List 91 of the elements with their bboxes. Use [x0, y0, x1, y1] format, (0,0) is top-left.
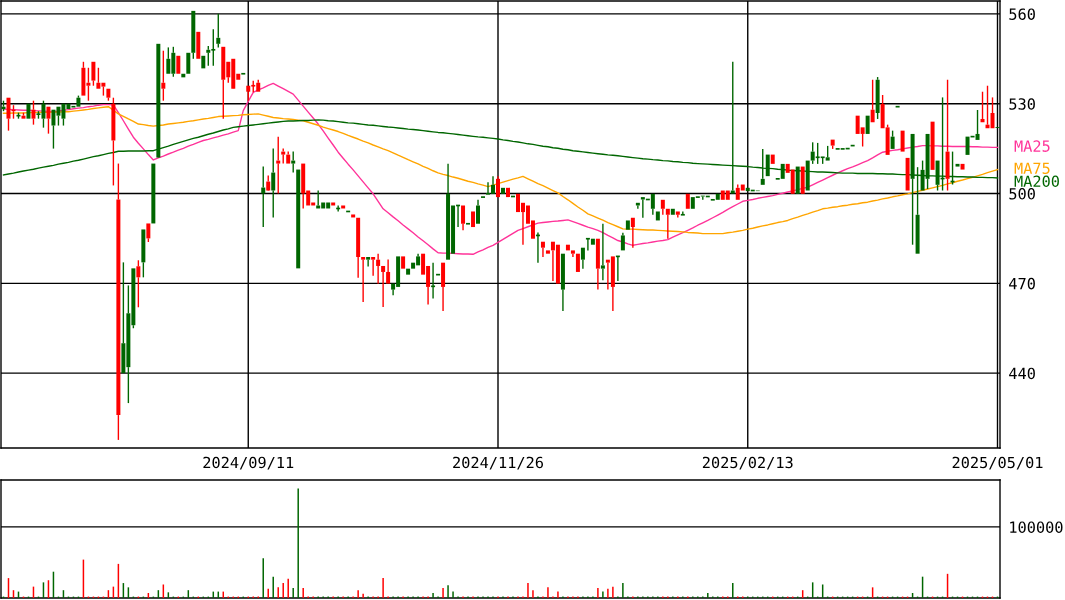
candlestick — [51, 109, 56, 150]
candlestick — [894, 105, 901, 108]
y-tick-label: 530 — [1009, 98, 1035, 110]
candlestick — [441, 262, 446, 312]
candlestick — [685, 193, 690, 209]
candlestick — [271, 147, 276, 219]
series-label: MA75 — [1014, 162, 1050, 175]
candlestick — [975, 109, 980, 140]
y-tick-label: 500 — [1009, 188, 1035, 200]
candlestick — [585, 237, 591, 252]
candlestick — [371, 256, 376, 277]
candlestick — [870, 79, 875, 123]
candlestick — [176, 55, 181, 74]
candlestick — [625, 220, 630, 230]
y-tick-label: 100000 — [1010, 521, 1063, 533]
candlestick — [296, 169, 301, 269]
candlestick — [356, 217, 361, 279]
y-tick-label: 560 — [1009, 8, 1035, 20]
line-series — [2, 82, 999, 255]
candlestick — [900, 130, 905, 152]
candlestick — [501, 187, 505, 194]
candlestick — [240, 72, 247, 75]
candlestick — [980, 91, 985, 123]
candlestick — [600, 223, 605, 282]
candlestick — [665, 208, 670, 240]
candlestick — [725, 190, 730, 200]
candlestick — [715, 193, 720, 200]
candlestick — [545, 250, 550, 254]
x-tick-label: 2025/05/01 — [952, 456, 1043, 470]
candlestick — [406, 268, 411, 275]
candlestick — [386, 258, 391, 284]
candlestick — [505, 187, 510, 198]
candlestick — [580, 247, 585, 270]
candlestick — [630, 217, 635, 249]
x-tick-label: 2024/09/11 — [203, 456, 294, 470]
candlestick — [116, 162, 121, 441]
candlestick — [26, 103, 31, 119]
candlestick — [905, 157, 910, 191]
candlestick — [770, 154, 775, 164]
candlestick — [655, 211, 660, 221]
candlestick — [331, 202, 336, 206]
candlestick — [800, 166, 805, 194]
candlestick — [930, 121, 935, 170]
candlestick — [570, 250, 575, 258]
candlestick — [430, 261, 436, 300]
candlestick — [610, 256, 615, 312]
y-tick-label: 470 — [1009, 277, 1035, 290]
x-tick-label: 2024/11/26 — [453, 456, 543, 470]
series-label: MA25 — [1014, 140, 1050, 152]
candlestick — [221, 46, 226, 120]
candlestick — [276, 135, 281, 195]
candlestick — [560, 253, 565, 312]
candlestick — [540, 241, 545, 258]
series-label: MA200 — [1014, 175, 1059, 188]
candlestick — [485, 181, 491, 195]
candlestick — [401, 256, 406, 269]
candlestick — [201, 55, 206, 69]
candlestick — [575, 253, 580, 272]
candlestick — [675, 211, 680, 219]
candlestick — [650, 193, 655, 216]
candlestick — [865, 115, 870, 134]
candlestick — [366, 256, 371, 268]
candlestick — [555, 244, 560, 284]
candlestick — [196, 31, 201, 59]
candlestick — [261, 165, 266, 228]
candlestick — [361, 256, 366, 303]
candlestick — [151, 163, 156, 224]
candlestick — [965, 136, 970, 155]
candlestick — [960, 163, 965, 170]
candlestick — [121, 261, 126, 374]
y-tick-label: 440 — [1009, 367, 1035, 380]
candlestick — [709, 198, 716, 201]
candlestick — [670, 208, 675, 215]
candlestick — [620, 232, 625, 251]
candlestick — [376, 252, 381, 285]
candlestick — [496, 175, 500, 198]
candlestick — [471, 211, 476, 228]
candlestick — [316, 189, 321, 209]
candlestick — [446, 163, 451, 260]
candlestick — [476, 199, 481, 224]
candlestick — [465, 222, 471, 225]
candlestick — [955, 163, 960, 167]
candlestick — [590, 238, 595, 245]
candlestick — [186, 52, 191, 74]
x-tick-label: 2025/02/13 — [702, 456, 793, 470]
candlestick — [381, 265, 386, 308]
candlestick — [341, 205, 346, 209]
candlestick — [595, 238, 600, 291]
candlestick — [461, 205, 466, 232]
candlestick — [660, 199, 665, 216]
candlestick — [351, 214, 356, 218]
